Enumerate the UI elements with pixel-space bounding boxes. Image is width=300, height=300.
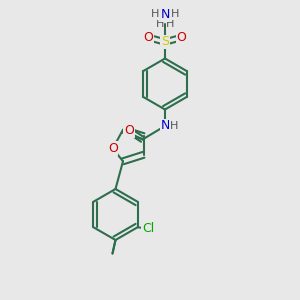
Text: N: N bbox=[160, 8, 170, 21]
Text: S: S bbox=[161, 35, 169, 49]
Text: O: O bbox=[124, 124, 134, 137]
Text: N: N bbox=[160, 119, 170, 133]
Text: H: H bbox=[170, 121, 178, 131]
Text: O: O bbox=[108, 142, 118, 155]
Text: O: O bbox=[177, 31, 186, 44]
Text: H: H bbox=[151, 9, 160, 20]
Text: N: N bbox=[160, 8, 170, 21]
Text: O: O bbox=[144, 31, 153, 44]
Text: H: H bbox=[166, 19, 175, 29]
Text: H: H bbox=[170, 9, 179, 20]
Text: H: H bbox=[155, 19, 164, 29]
Text: Cl: Cl bbox=[142, 222, 154, 235]
